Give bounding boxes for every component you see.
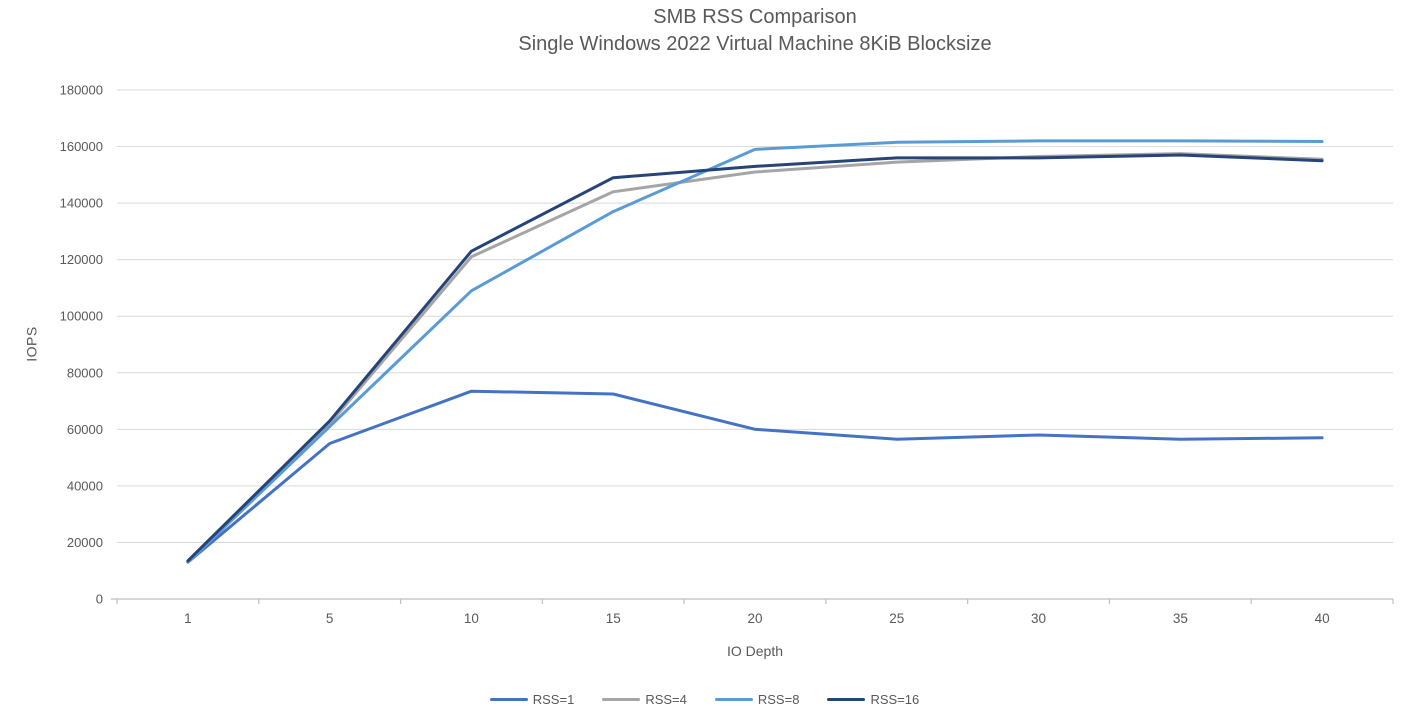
legend-item-rss-8: RSS=8 <box>714 692 800 707</box>
y-tick-label: 40000 <box>67 478 103 493</box>
x-axis-title: IO Depth <box>726 643 784 659</box>
y-tick-label: 0 <box>96 592 103 607</box>
legend: RSS=1 RSS=4 RSS=8 RSS=16 <box>0 692 1409 707</box>
y-tick-label: 120000 <box>60 252 103 267</box>
legend-line-swatch <box>827 698 866 701</box>
chart-title-block: SMB RSS Comparison Single Windows 2022 V… <box>117 4 1393 58</box>
series-line-rss-8 <box>186 139 1324 564</box>
y-tick-label: 60000 <box>67 422 103 437</box>
legend-line-swatch <box>489 698 528 701</box>
y-axis-title: IOPS <box>23 326 40 362</box>
legend-label: RSS=1 <box>532 692 575 707</box>
x-tick-label: 30 <box>1031 611 1046 626</box>
series-line-rss-4 <box>186 152 1324 564</box>
x-tick-label: 10 <box>464 611 479 626</box>
x-tick-label: 35 <box>1173 611 1188 626</box>
chart-subtitle: Single Windows 2022 Virtual Machine 8KiB… <box>518 33 992 55</box>
legend-line-swatch <box>602 698 641 701</box>
series-line-rss-16 <box>186 153 1324 563</box>
y-tick-label: 140000 <box>60 196 103 211</box>
y-tick-label: 160000 <box>60 139 103 154</box>
legend-label: RSS=4 <box>645 692 687 707</box>
legend-label: RSS=16 <box>870 692 920 707</box>
y-tick-label: 20000 <box>67 535 103 550</box>
chart-title: SMB RSS Comparison <box>653 6 857 28</box>
y-tick-label: 100000 <box>60 309 103 324</box>
x-tick-label: 25 <box>889 611 904 626</box>
x-tick-label: 15 <box>606 611 621 626</box>
legend-item-rss-1: RSS=1 <box>489 692 575 707</box>
series-line-rss-1 <box>186 389 1324 564</box>
legend-label: RSS=8 <box>757 692 800 707</box>
y-tick-label: 80000 <box>67 365 103 380</box>
x-tick-label: 20 <box>747 611 762 626</box>
legend-item-rss-16: RSS=16 <box>827 692 919 707</box>
x-tick-label: 1 <box>184 611 192 626</box>
legend-line-swatch <box>714 698 753 701</box>
legend-item-rss-4: RSS=4 <box>602 692 687 707</box>
y-tick-label: 180000 <box>60 83 103 98</box>
x-tick-label: 40 <box>1315 611 1330 626</box>
x-tick-label: 5 <box>326 611 334 626</box>
